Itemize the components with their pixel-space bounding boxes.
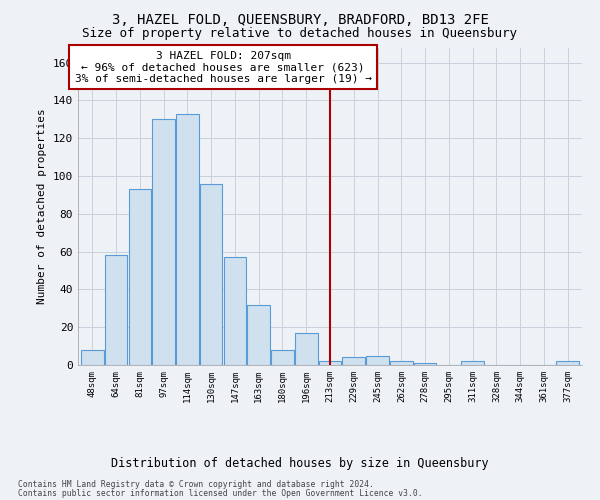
Bar xyxy=(128,189,151,365)
Bar xyxy=(556,361,579,365)
Bar xyxy=(200,184,223,365)
Y-axis label: Number of detached properties: Number of detached properties xyxy=(37,108,47,304)
Bar xyxy=(247,304,270,365)
Text: Size of property relative to detached houses in Queensbury: Size of property relative to detached ho… xyxy=(83,28,517,40)
Text: Contains public sector information licensed under the Open Government Licence v3: Contains public sector information licen… xyxy=(18,488,422,498)
Bar xyxy=(461,361,484,365)
Bar xyxy=(366,356,389,365)
Bar xyxy=(295,333,317,365)
Bar xyxy=(343,358,365,365)
Bar xyxy=(176,114,199,365)
Bar xyxy=(224,258,246,365)
Bar xyxy=(81,350,104,365)
Text: 3 HAZEL FOLD: 207sqm
← 96% of detached houses are smaller (623)
3% of semi-detac: 3 HAZEL FOLD: 207sqm ← 96% of detached h… xyxy=(74,50,371,84)
Text: Distribution of detached houses by size in Queensbury: Distribution of detached houses by size … xyxy=(111,458,489,470)
Bar xyxy=(105,256,127,365)
Bar xyxy=(414,363,436,365)
Text: Contains HM Land Registry data © Crown copyright and database right 2024.: Contains HM Land Registry data © Crown c… xyxy=(18,480,374,489)
Bar xyxy=(271,350,294,365)
Bar xyxy=(390,361,413,365)
Bar xyxy=(152,120,175,365)
Bar xyxy=(319,361,341,365)
Text: 3, HAZEL FOLD, QUEENSBURY, BRADFORD, BD13 2FE: 3, HAZEL FOLD, QUEENSBURY, BRADFORD, BD1… xyxy=(112,12,488,26)
